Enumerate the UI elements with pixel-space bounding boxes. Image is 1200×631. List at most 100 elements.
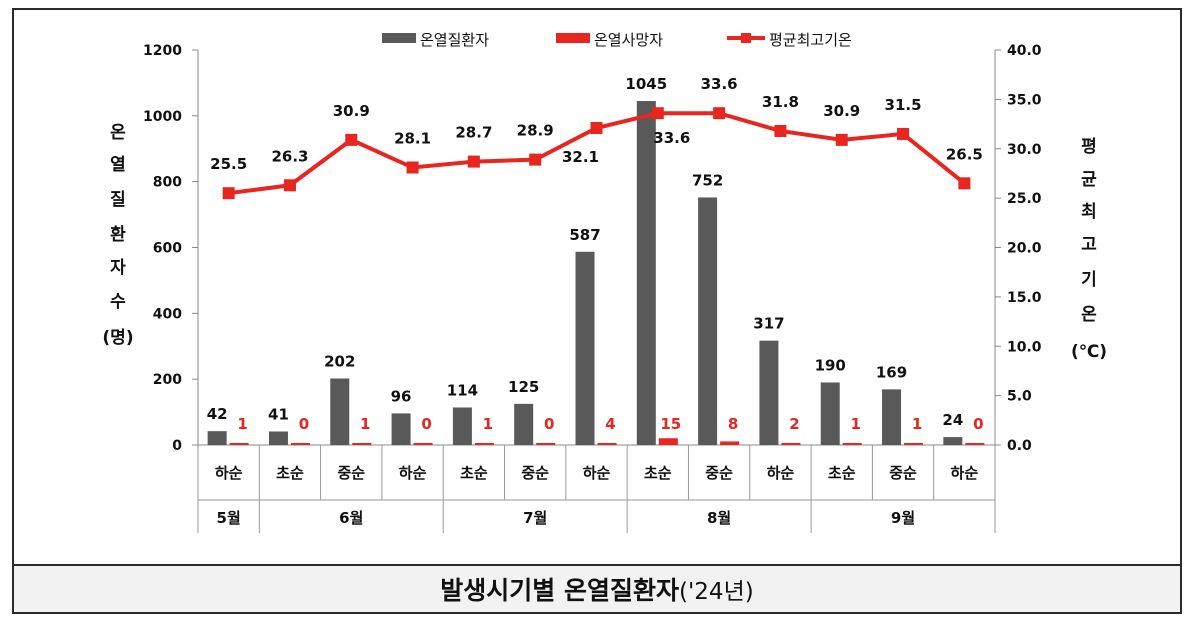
death-value-label: 0 bbox=[299, 415, 309, 433]
month-label: 7월 bbox=[523, 509, 547, 527]
death-bar bbox=[658, 438, 678, 445]
left-axis-label-char: 열 bbox=[110, 155, 126, 175]
death-value-label: 15 bbox=[660, 415, 681, 433]
right-tick-label: 15.0 bbox=[1007, 290, 1042, 306]
patient-value-label: 1045 bbox=[625, 75, 667, 93]
death-value-label: 2 bbox=[789, 415, 799, 433]
category-label: 하순 bbox=[951, 464, 979, 482]
patient-bar bbox=[575, 251, 595, 445]
temperature-value-label: 28.1 bbox=[394, 130, 431, 148]
patient-value-label: 190 bbox=[815, 356, 846, 374]
patient-bar bbox=[514, 403, 534, 445]
left-axis-label-char: 온 bbox=[110, 123, 126, 143]
patient-value-label: 96 bbox=[391, 387, 412, 405]
patient-value-label: 114 bbox=[447, 381, 478, 399]
patient-bar bbox=[882, 389, 902, 445]
patient-value-label: 587 bbox=[569, 226, 600, 244]
month-label: 8월 bbox=[707, 509, 731, 527]
right-axis-ticks: 0.0 5.0 10.0 15.0 20.0 25.0 30.0 35.0 40.0 bbox=[995, 43, 1042, 454]
temperature-marker bbox=[283, 179, 296, 192]
category-label: 중순 bbox=[889, 464, 917, 482]
category-label: 중순 bbox=[521, 464, 549, 482]
left-tick-label: 600 bbox=[153, 241, 182, 257]
death-value-label: 1 bbox=[360, 415, 370, 433]
temperature-marker bbox=[713, 107, 726, 120]
temperature-value-labels: 25.5 26.3 30.9 28.1 28.7 28.9 32.1 33.6 33.6 31.8… bbox=[210, 75, 983, 173]
temperature-value-label: 25.5 bbox=[210, 155, 247, 173]
right-axis-label-char: (℃) bbox=[1071, 342, 1107, 362]
right-axis-label-char: 평 bbox=[1081, 137, 1097, 157]
death-bar bbox=[842, 443, 862, 445]
category-label: 하순 bbox=[767, 464, 795, 482]
category-label: 하순 bbox=[583, 464, 611, 482]
month-label: 5월 bbox=[217, 509, 241, 527]
temperature-marker bbox=[406, 161, 419, 174]
death-bar bbox=[229, 443, 249, 445]
patient-value-labels: 42 41 202 96 114 125 587 1045 752 317 190 169 24 bbox=[207, 75, 964, 429]
temperature-value-label: 28.7 bbox=[455, 124, 492, 142]
patient-value-label: 317 bbox=[753, 315, 784, 333]
right-tick-label: 35.0 bbox=[1007, 92, 1042, 108]
left-axis-label-char: (명) bbox=[102, 328, 133, 348]
patient-bar bbox=[759, 340, 779, 445]
left-axis-label-char: 자 bbox=[110, 258, 126, 278]
death-value-label: 0 bbox=[421, 415, 431, 433]
death-bar bbox=[536, 443, 556, 445]
death-value-label: 1 bbox=[237, 415, 247, 433]
temperature-marker bbox=[835, 133, 848, 146]
right-tick-label: 5.0 bbox=[1007, 389, 1032, 405]
category-label: 중순 bbox=[337, 464, 365, 482]
left-tick-label: 800 bbox=[153, 175, 182, 191]
legend-marker-temp bbox=[741, 33, 751, 43]
patient-bar bbox=[943, 437, 963, 445]
figure-caption: 발생시기별 온열질환자 ('24년) bbox=[12, 564, 1182, 614]
temperature-marker bbox=[467, 155, 480, 168]
right-tick-label: 0.0 bbox=[1007, 438, 1032, 454]
left-axis-label-char: 수 bbox=[110, 292, 126, 312]
death-bar bbox=[597, 443, 617, 445]
patient-value-label: 125 bbox=[508, 378, 539, 396]
temperature-marker bbox=[529, 153, 542, 166]
patient-value-label: 202 bbox=[324, 353, 355, 371]
temperature-value-label: 26.3 bbox=[271, 147, 308, 165]
temperature-value-label: 33.6 bbox=[653, 129, 690, 147]
temperature-marker bbox=[651, 107, 664, 120]
temperature-value-label: 33.6 bbox=[701, 75, 738, 93]
category-label: 초순 bbox=[276, 464, 304, 482]
category-label: 중순 bbox=[705, 464, 733, 482]
death-bar bbox=[904, 443, 924, 445]
patient-bar bbox=[330, 378, 350, 445]
death-bar bbox=[965, 443, 985, 445]
death-value-labels: 1 0 1 0 1 0 4 15 8 2 1 1 0 bbox=[237, 415, 983, 433]
legend: 온열질환자 온열사망자 평균최고기온 bbox=[382, 31, 852, 49]
patient-value-label: 169 bbox=[876, 363, 907, 381]
death-value-label: 4 bbox=[605, 415, 615, 433]
right-axis-label-char: 균 bbox=[1081, 170, 1097, 190]
left-tick-label: 1200 bbox=[143, 43, 182, 59]
death-value-label: 8 bbox=[728, 415, 738, 433]
month-label: 6월 bbox=[339, 509, 363, 527]
legend-label-patients: 온열질환자 bbox=[420, 31, 489, 49]
category-label: 하순 bbox=[399, 464, 427, 482]
left-tick-label: 0 bbox=[172, 438, 182, 454]
patient-value-label: 42 bbox=[207, 405, 228, 423]
category-table: 하순 초순 중순 하순 초순 중순 하순 초순 중순 하순 초순 중순 하순 5월 6월 7월 8월 9월 bbox=[197, 445, 996, 533]
temperature-value-label: 32.1 bbox=[562, 148, 599, 166]
death-value-label: 0 bbox=[973, 415, 983, 433]
right-axis-label-char: 온 bbox=[1081, 305, 1097, 325]
right-axis-label: 평균최고기온 (℃) bbox=[1071, 137, 1107, 362]
temperature-marker bbox=[590, 122, 603, 135]
caption-year: ('24년) bbox=[679, 579, 754, 605]
patient-bar bbox=[268, 431, 288, 445]
temperature-value-label: 31.5 bbox=[885, 96, 922, 114]
patient-bar bbox=[636, 101, 656, 445]
legend-swatch-deaths bbox=[556, 33, 590, 43]
temperature-marker bbox=[897, 127, 910, 140]
death-bar bbox=[781, 443, 801, 445]
temperature-value-label: 31.8 bbox=[762, 93, 799, 111]
legend-swatch-patients bbox=[382, 33, 416, 43]
chart-frame bbox=[12, 8, 1182, 614]
temperature-marker bbox=[345, 133, 358, 146]
